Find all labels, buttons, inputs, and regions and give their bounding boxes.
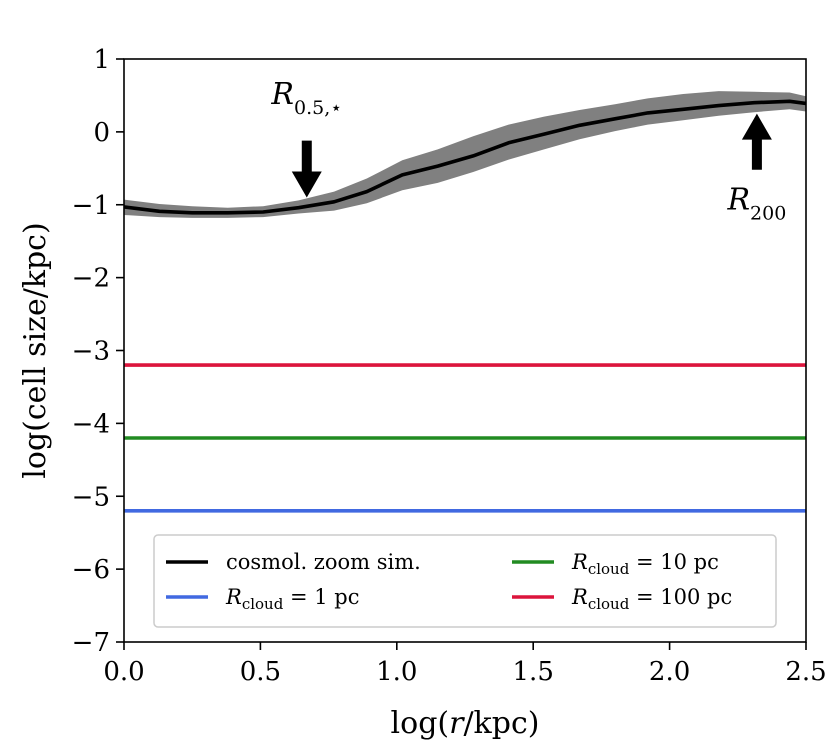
plot-series: [124, 91, 806, 513]
y-tick-label: −1: [72, 191, 110, 221]
series-0-line: [124, 99, 806, 215]
legend-label-1: Rcloud = 1 pc: [225, 585, 360, 613]
annotation-0-label: R0.5,⋆: [270, 77, 342, 119]
legend-label-3: Rcloud = 100 pc: [571, 585, 732, 613]
legend-label-2: Rcloud = 10 pc: [571, 550, 719, 578]
axis-ticks: 0.0 0.5 1.0 1.5 2.0 2.5 1 0 −1 −2 −3 −4 −5 −6 −7: [72, 45, 827, 687]
series-0-band: [124, 91, 806, 218]
annotations: R0.5,⋆ R200: [270, 77, 786, 225]
legend: cosmol. zoom sim. Rcloud = 1 pc Rcloud = 1…: [153, 534, 777, 628]
plot-area: [124, 91, 806, 513]
annotation-0-arrow: [291, 140, 322, 198]
y-tick-label: −7: [72, 628, 110, 658]
x-tick-label: 2.5: [785, 657, 826, 687]
y-tick-label: 0: [93, 118, 110, 148]
x-tick-label: 0.5: [240, 657, 281, 687]
y-tick-label: −5: [72, 482, 110, 512]
y-tick-label: −3: [72, 337, 110, 367]
x-tick-label: 1.0: [376, 657, 417, 687]
annotation-1-arrow: [741, 113, 772, 170]
y-tick-label: −6: [72, 555, 110, 585]
y-tick-label: −2: [72, 264, 110, 294]
x-tick-label: 0.0: [103, 657, 144, 687]
x-tick-label: 2.0: [649, 657, 690, 687]
x-axis-label: log(r/kpc): [391, 706, 540, 741]
legend-box: [153, 534, 777, 628]
x-tick-label: 1.5: [513, 657, 554, 687]
annotation-1-label: R200: [726, 182, 786, 224]
y-tick-label: −4: [72, 409, 110, 439]
legend-label-0: cosmol. zoom sim.: [226, 550, 421, 574]
y-axis-label: log(cell size/kpc): [18, 222, 53, 478]
plot-frame: [123, 58, 807, 643]
y-tick-label: 1: [93, 45, 110, 75]
